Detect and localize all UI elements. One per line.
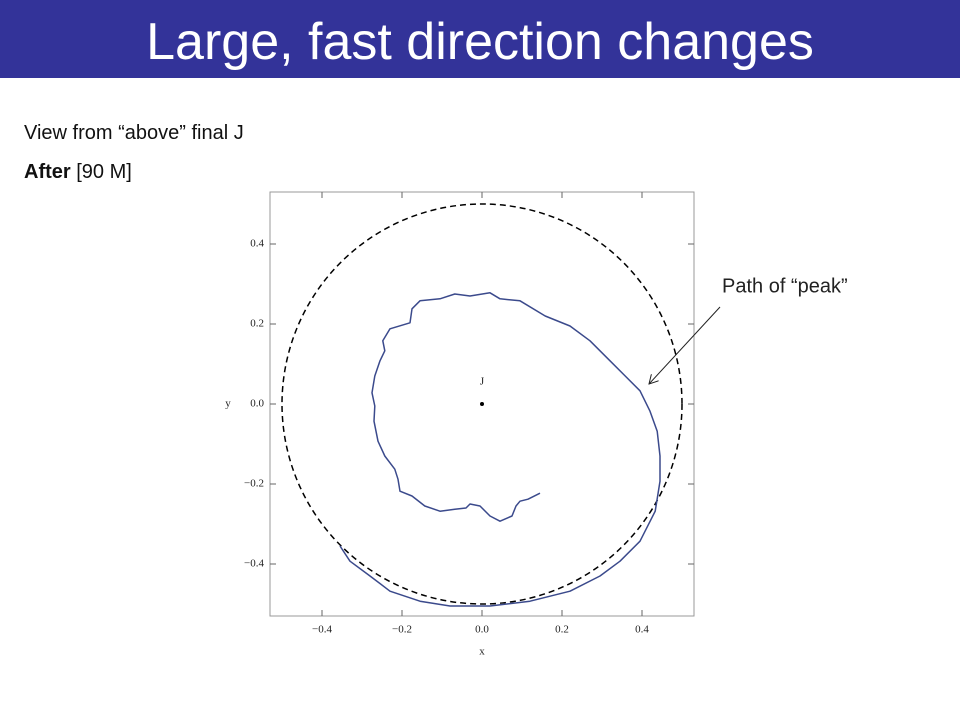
reference-circle	[281, 203, 683, 605]
bold-text: After	[24, 161, 71, 183]
y-tick-label: 0.4	[250, 238, 264, 250]
text: [90 M]	[76, 161, 132, 183]
point-label: J	[480, 376, 485, 388]
annotation: Path of “peak”	[722, 275, 848, 297]
x-tick-label: 0.2	[555, 624, 569, 636]
arrow	[649, 306, 721, 384]
x-axis-label: x	[479, 646, 485, 658]
point	[480, 402, 484, 406]
series-line	[339, 292, 661, 607]
x-tick-label: 0.0	[475, 624, 489, 636]
y-tick-label: −0.4	[244, 558, 264, 570]
text-line: After [90 M]	[24, 161, 132, 184]
x-tick-label: 0.4	[635, 624, 649, 636]
x-tick-label: −0.2	[392, 624, 412, 636]
slide-title: Large, fast direction changes	[0, 0, 960, 78]
y-tick-label: 0.0	[250, 398, 264, 410]
text-line: View from “above” final J	[24, 122, 244, 144]
y-axis-label: y	[225, 398, 231, 410]
y-tick-label: −0.2	[244, 478, 264, 490]
y-tick-label: 0.2	[250, 318, 264, 330]
x-tick-label: −0.4	[312, 624, 332, 636]
